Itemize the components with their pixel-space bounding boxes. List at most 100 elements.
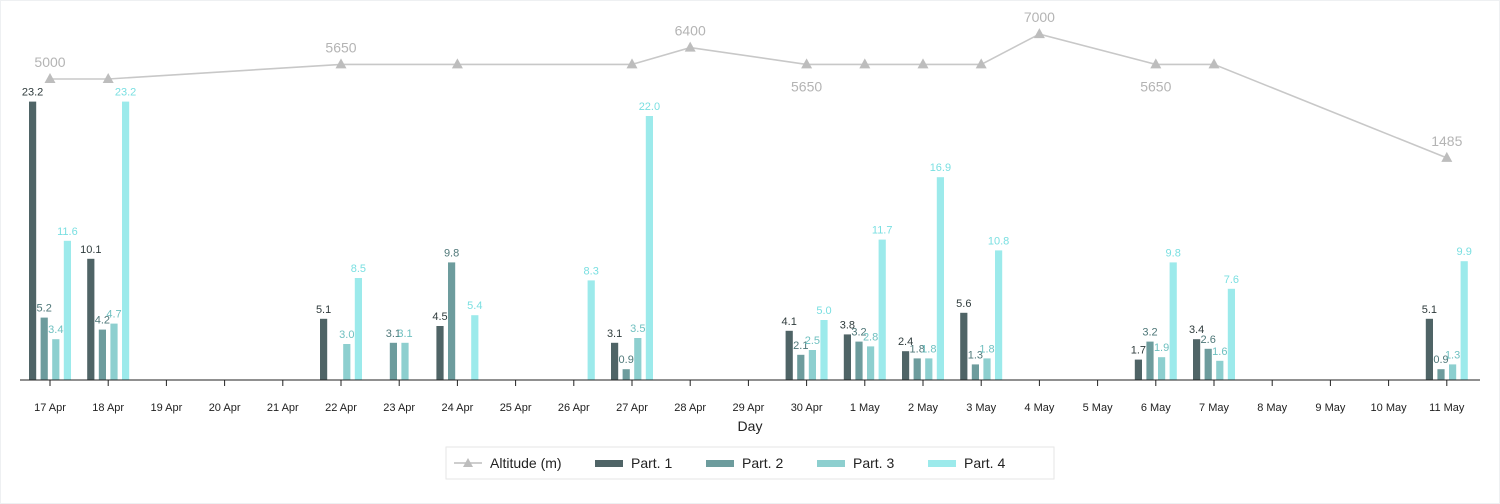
bar-part-3 — [1158, 357, 1166, 380]
bar-part-3 — [110, 323, 118, 380]
altitude-marker — [859, 58, 871, 69]
bar-part-3 — [1449, 364, 1457, 380]
bar-value-label: 1.8 — [979, 343, 994, 355]
bar-value-label: 8.5 — [351, 263, 366, 275]
bar-layer: 23.2 10.1 5.1 4.5 3.1 4.1 3.8 2.4 5.6 1.7 3.4 5.1 5.… — [22, 87, 1472, 380]
bar-part-4 — [645, 116, 653, 380]
bar-value-label: 9.9 — [1457, 246, 1472, 258]
bar-part-2 — [622, 369, 630, 380]
legend-swatch — [928, 460, 956, 467]
bar-part-2 — [913, 358, 921, 380]
altitude-marker — [917, 58, 929, 69]
bar-part-4 — [1460, 261, 1468, 380]
bar-value-label: 1.3 — [968, 349, 983, 361]
bar-part-2 — [1204, 348, 1212, 380]
bar-value-label: 2.6 — [1201, 334, 1216, 346]
bar-value-label: 3.5 — [630, 323, 645, 335]
bar-part-4 — [471, 315, 479, 380]
bar-part-4 — [936, 177, 944, 380]
bar-part-1 — [1425, 318, 1433, 380]
x-axis: 17 Apr 18 Apr 19 Apr 20 Apr 21 Apr 22 Apr 23 A… — [20, 379, 1480, 414]
bar-value-label: 3.4 — [1189, 324, 1204, 336]
bar-part-2 — [855, 341, 863, 380]
legend-label: Part. 4 — [964, 455, 1005, 471]
bar-value-label: 0.9 — [1433, 354, 1448, 366]
bar-value-label: 4.5 — [432, 311, 447, 323]
bar-part-1 — [87, 258, 95, 380]
bar-value-label: 23.2 — [115, 87, 136, 99]
altitude-marker — [975, 58, 987, 69]
bar-part-3 — [401, 342, 409, 380]
bar-value-label: 1.9 — [1154, 342, 1169, 354]
altitude-marker — [626, 58, 638, 69]
x-tick-label: 22 Apr — [325, 402, 357, 414]
altitude-line — [50, 33, 1448, 159]
bar-part-4 — [878, 239, 886, 380]
bar-value-label: 4.7 — [106, 309, 121, 321]
altitude-marker — [1150, 58, 1162, 69]
bar-value-label: 22.0 — [639, 101, 660, 113]
x-tick-label: 23 Apr — [383, 402, 415, 414]
legend-label: Part. 1 — [631, 455, 672, 471]
bar-value-label: 3.0 — [339, 329, 354, 341]
bar-value-label: 3.8 — [840, 319, 855, 331]
bar-part-3 — [808, 350, 816, 380]
x-tick-label: 2 May — [908, 402, 938, 414]
bar-part-2 — [1146, 341, 1154, 380]
bar-value-label: 9.8 — [444, 247, 459, 259]
bar-value-label: 1.7 — [1131, 345, 1146, 357]
x-tick-label: 21 Apr — [267, 402, 299, 414]
bar-part-1 — [960, 312, 968, 380]
bar-value-label: 5.1 — [316, 304, 331, 316]
bar-part-4 — [122, 101, 130, 380]
bar-value-label: 5.2 — [37, 303, 52, 315]
bar-part-1 — [611, 342, 619, 380]
bar-value-label: 5.4 — [467, 300, 482, 312]
bar-value-label: 11.7 — [872, 225, 893, 237]
altitude-marker — [335, 58, 347, 69]
altitude-marker — [684, 41, 696, 52]
bar-value-label: 3.4 — [48, 324, 63, 336]
x-tick-label: 19 Apr — [150, 402, 182, 414]
bar-value-label: 2.1 — [793, 340, 808, 352]
bar-value-label: 3.1 — [397, 328, 412, 340]
bar-part-4 — [1227, 288, 1235, 380]
legend-altitude-marker — [463, 458, 473, 467]
bar-value-label: 4.1 — [782, 316, 797, 328]
x-axis-label: Day — [738, 418, 763, 434]
bar-part-2 — [40, 317, 48, 380]
altitude-marker — [1441, 151, 1453, 162]
bar-value-label: 1.3 — [1445, 349, 1460, 361]
bar-value-label: 5.6 — [956, 298, 971, 310]
altitude-value-label: 1485 — [1431, 133, 1462, 149]
x-tick-label: 30 Apr — [791, 402, 823, 414]
x-tick-label: 28 Apr — [674, 402, 706, 414]
x-tick-label: 10 May — [1371, 402, 1408, 414]
bar-part-1 — [1193, 339, 1201, 380]
legend-label: Altitude (m) — [490, 455, 562, 471]
legend-label: Part. 2 — [742, 455, 783, 471]
bar-part-2 — [971, 364, 979, 380]
x-tick-label: 18 Apr — [92, 402, 124, 414]
legend-label: Part. 3 — [853, 455, 894, 471]
bar-part-3 — [634, 338, 642, 380]
legend: Altitude (m) Part. 1 Part. 2 Part. 3 Part. 4 — [445, 446, 1055, 480]
bar-value-label: 8.3 — [584, 265, 599, 277]
bar-value-label: 10.8 — [988, 235, 1009, 247]
x-tick-label: 3 May — [966, 402, 996, 414]
bar-part-3 — [983, 358, 991, 380]
bar-part-1 — [320, 318, 328, 380]
bar-value-label: 2.5 — [805, 335, 820, 347]
altitude-value-label: 6400 — [675, 23, 706, 39]
bar-value-label: 2.8 — [863, 331, 878, 343]
x-tick-label: 1 May — [850, 402, 880, 414]
altitude-marker — [44, 73, 56, 83]
bar-value-label: 10.1 — [80, 244, 101, 256]
bar-part-3 — [925, 358, 933, 380]
bar-value-label: 1.8 — [921, 343, 936, 355]
bar-value-label: 4.2 — [95, 315, 110, 327]
bar-part-3 — [867, 346, 875, 380]
bar-value-label: 5.1 — [1422, 304, 1437, 316]
bar-value-label: 1.8 — [910, 343, 925, 355]
